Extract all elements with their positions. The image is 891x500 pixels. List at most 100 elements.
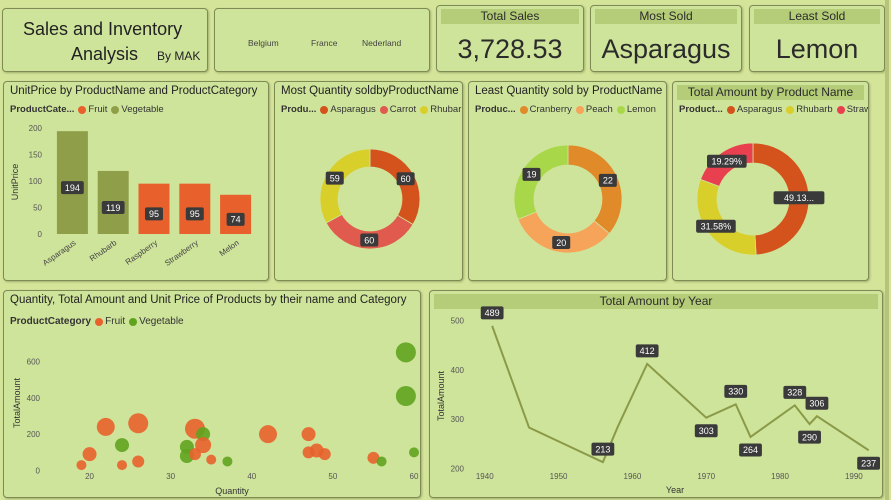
data-label-bg: [773, 191, 825, 205]
legend-item-asparagus[interactable]: Asparagus: [320, 104, 376, 115]
legend-title: ProductCategory: [10, 316, 92, 327]
chart-legend: ProductCategory Fruit Vegetable: [10, 316, 184, 327]
quantity-scatter-chart: 0 200 400 600 20 30 40 50 60 TotalAmount Quantity: [12, 342, 419, 496]
data-label: 489: [485, 308, 500, 318]
data-label: 330: [728, 387, 743, 397]
chart-title: Least Quantity sold by ProductName: [475, 85, 663, 97]
slicer-item-france[interactable]: France: [311, 38, 338, 48]
legend-dot-icon: [616, 105, 625, 114]
data-label-bg: [724, 384, 748, 398]
legend-item-vegetable[interactable]: Vegetable: [111, 104, 164, 115]
legend-dot-icon: [575, 105, 584, 114]
y-tick-label: 0: [38, 230, 43, 239]
x-tick-label: 20: [85, 472, 94, 481]
data-label: 31.58%: [701, 222, 732, 232]
most-quantity-chart-card: Most Quantity soldbyProductName Produ...…: [274, 81, 463, 281]
y-tick-label: 100: [29, 177, 43, 186]
kpi-most-sold: Most Sold Asparagus: [590, 5, 742, 72]
kpi-least-sold: Least Sold Lemon: [749, 5, 885, 72]
y-tick-label: 150: [29, 151, 43, 160]
legend-item-peach[interactable]: Peach: [575, 104, 613, 115]
y-tick-label: 600: [27, 357, 41, 366]
legend-dot-icon: [420, 105, 429, 114]
scatter-point: [376, 456, 387, 467]
x-tick-label: 1960: [624, 472, 642, 481]
scatter-point: [96, 417, 115, 436]
legend-item-asparagus[interactable]: Asparagus: [726, 104, 783, 115]
chart-title: Quantity, Total Amount and Unit Price of…: [10, 294, 407, 306]
legend-item-lemon[interactable]: Lemon: [616, 104, 656, 115]
data-label: 59: [330, 173, 340, 183]
legend-item-vegetable[interactable]: Vegetable: [129, 316, 184, 327]
data-label-bg: [61, 181, 84, 195]
x-tick-label: 1970: [697, 472, 715, 481]
x-tick-label: Rhubarb: [88, 238, 119, 263]
chart-legend: ProductCate... Fruit Vegetable: [10, 104, 164, 115]
scatter-point: [395, 342, 416, 363]
quantity-scatter-card: Quantity, Total Amount and Unit Price of…: [3, 290, 421, 498]
slice-lemon: [513, 144, 569, 220]
legend-item-rhubarb[interactable]: Rhubarb: [786, 104, 833, 115]
legend-item-fruit[interactable]: Fruit: [95, 316, 125, 327]
legend-label: Strawbe...: [846, 104, 869, 115]
data-label: 213: [595, 444, 610, 454]
data-label: 74: [231, 215, 241, 225]
y-axis-label: TotalAmount: [12, 377, 22, 428]
scatter-point: [195, 437, 212, 454]
total-amount-donut: 49.13... 31.58% 19.29%: [696, 142, 825, 256]
scatter-point: [128, 413, 149, 434]
x-tick-label: Asparagus: [41, 238, 77, 267]
kpi-value: Asparagus: [601, 34, 731, 64]
scatter-point: [76, 460, 87, 471]
legend-dot-icon: [836, 105, 845, 114]
scatter-point: [196, 427, 211, 442]
x-axis-label: Year: [666, 485, 684, 495]
slice-asparagus: [752, 142, 810, 256]
data-label: 290: [802, 432, 817, 442]
data-label: 237: [861, 459, 876, 469]
legend-item-cranberry[interactable]: Cranberry: [519, 104, 572, 115]
legend-label: Asparagus: [330, 104, 376, 115]
data-label: 194: [65, 183, 80, 193]
scatter-point: [115, 438, 129, 453]
legend-item-carrot[interactable]: Carrot: [379, 104, 416, 115]
data-label-bg: [696, 219, 736, 233]
x-tick-label: 60: [410, 472, 419, 481]
page-scrollbar[interactable]: [885, 0, 889, 500]
y-tick-label: 400: [451, 366, 465, 375]
total-amount-product-chart-card: Total Amount by Product Name Product... …: [672, 81, 869, 281]
x-tick-label: 50: [328, 472, 337, 481]
x-tick-label: Raspberry: [124, 238, 159, 267]
slicer-item-nederland[interactable]: Nederland: [362, 38, 402, 48]
slicer-item-belgium[interactable]: Belgium: [248, 38, 279, 48]
data-label-bg: [360, 233, 379, 247]
legend-dot-icon: [78, 105, 87, 114]
legend-label: Asparagus: [736, 104, 783, 115]
y-tick-label: 0: [36, 467, 41, 476]
x-tick-label: 1940: [476, 472, 494, 481]
dashboard-byline: By MAK: [157, 49, 201, 63]
chart-legend: Product... Asparagus Rhubarb Strawbe...: [679, 104, 869, 115]
legend-item-fruit[interactable]: Fruit: [78, 104, 107, 115]
kpi-label: Most Sold: [595, 9, 737, 24]
kpi-total-sales: Total Sales 3,728.53: [436, 5, 584, 72]
x-tick-label: 30: [166, 472, 175, 481]
data-label: 306: [809, 399, 824, 409]
legend-label: Lemon: [626, 104, 656, 115]
data-label: 328: [787, 388, 802, 398]
unitprice-chart-card: UnitPrice by ProductName and ProductCate…: [3, 81, 269, 281]
legend-item-rhubarb[interactable]: Rhubarb: [420, 104, 462, 115]
chart-title: Total Amount by Year: [434, 294, 878, 309]
legend-item-strawbe[interactable]: Strawbe...: [836, 104, 869, 115]
data-label-bg: [598, 173, 617, 187]
legend-label: Vegetable: [121, 104, 164, 115]
country-slicer[interactable]: Belgium France Nederland: [214, 8, 430, 72]
y-axis-label: TotalAmount: [436, 370, 446, 421]
x-tick-label: Melon: [218, 238, 241, 258]
slice-asparagus: [369, 148, 421, 226]
data-label: 49.13...: [784, 193, 814, 203]
chart-title: UnitPrice by ProductName and ProductCate…: [10, 85, 258, 97]
total-amount-year-card: Total Amount by Year 200 300 400 500 1940 195…: [429, 290, 883, 498]
scatter-point: [82, 447, 97, 462]
y-tick-label: 500: [451, 316, 465, 325]
